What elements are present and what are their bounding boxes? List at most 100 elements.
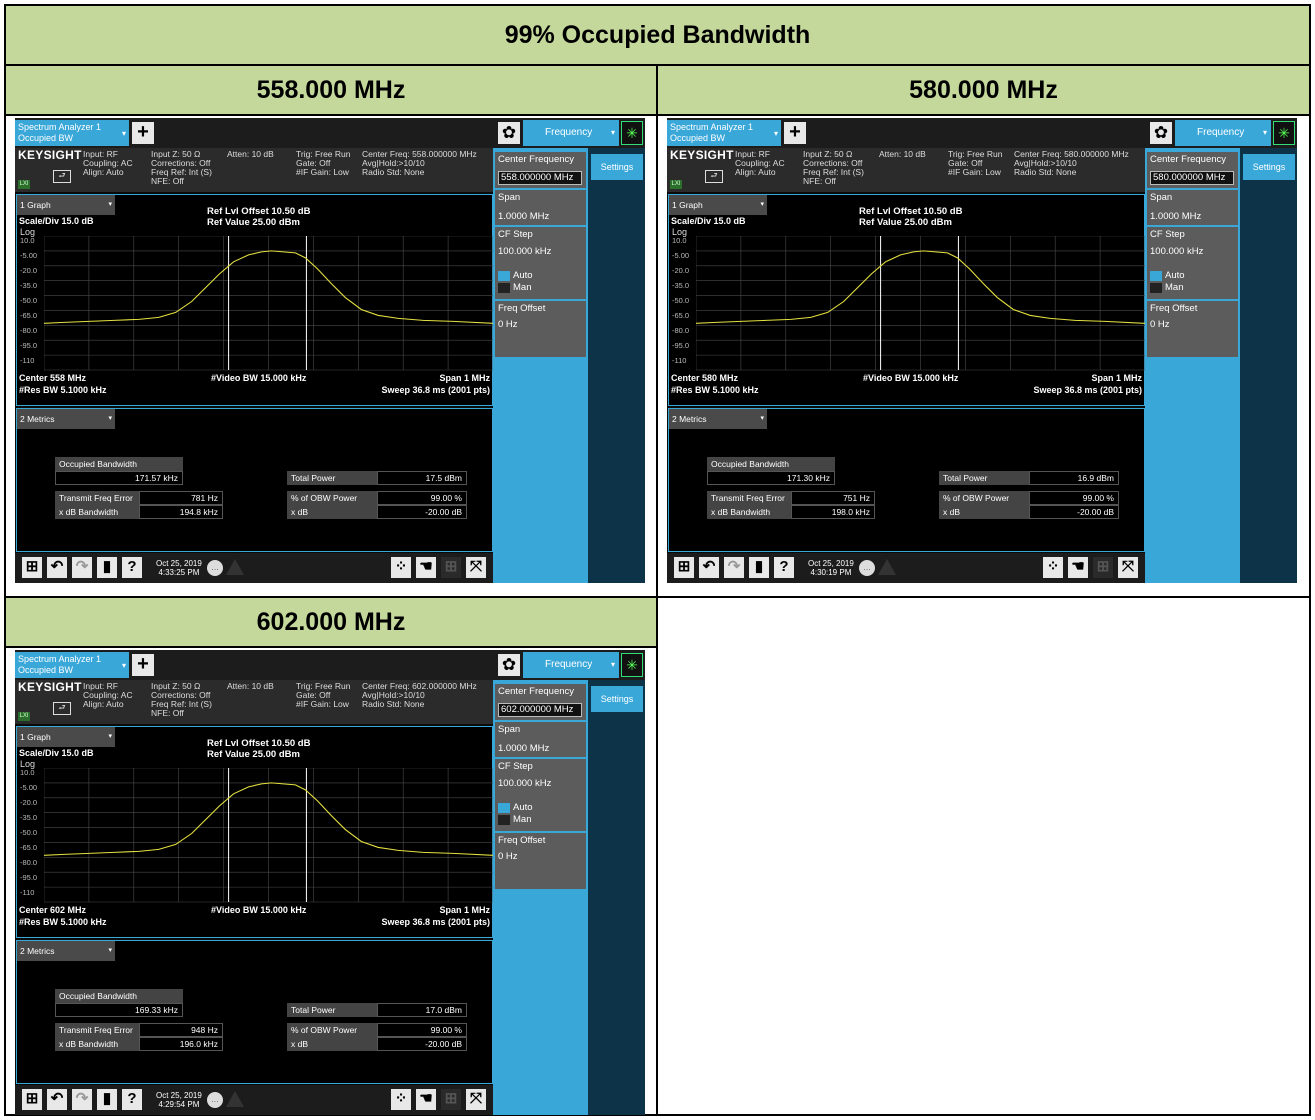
metrics-selector[interactable]: 2 Metrics ▾ (17, 941, 115, 961)
span-softkey[interactable]: Span 1.0000 MHz (495, 190, 586, 225)
keypad-icon[interactable]: ⁘ (391, 1089, 411, 1110)
multi-screen-icon[interactable]: ⊞ (1093, 557, 1113, 578)
y-tick-label: -35.0 (672, 281, 690, 290)
obw-label: Occupied Bandwidth (55, 989, 183, 1003)
freq-offset-softkey[interactable]: Freq Offset 0 Hz (495, 833, 586, 889)
softkey-label: Freq Offset (1150, 303, 1198, 314)
span-label: Span 1 MHz (1091, 373, 1142, 383)
add-screen-button[interactable]: + (784, 122, 806, 144)
ref-value: Ref Value 25.00 dBm (859, 217, 952, 228)
man-label[interactable]: Man (513, 282, 532, 293)
add-screen-button[interactable]: + (132, 654, 154, 676)
measurement-tab[interactable]: Spectrum Analyzer 1 Occupied BW ▾ (15, 652, 129, 678)
gear-icon[interactable]: ✿ (498, 122, 520, 144)
graph-selector[interactable]: 1 Graph ▾ (17, 195, 115, 215)
spectrum-plot[interactable] (696, 236, 1145, 371)
help-icon[interactable]: ? (122, 1089, 142, 1110)
gear-icon[interactable]: ✿ (1150, 122, 1172, 144)
undo-icon[interactable]: ↶ (47, 1089, 67, 1110)
info-atten: Atten: 10 dB (227, 149, 274, 159)
redo-icon[interactable]: ↷ (72, 557, 92, 578)
total-power-value: 17.0 dBm (377, 1003, 467, 1017)
touch-hand-icon[interactable]: ☚ (1068, 557, 1088, 578)
chevron-down-icon: ▾ (773, 129, 778, 138)
metrics-selector[interactable]: 2 Metrics ▾ (17, 409, 115, 429)
redo-icon[interactable]: ↷ (724, 557, 744, 578)
date: Oct 25, 2019 (156, 559, 202, 568)
softkey-label: CF Step (498, 229, 533, 240)
keypad-icon[interactable]: ⁘ (1043, 557, 1063, 578)
fullscreen-icon[interactable]: ⤧ (1118, 557, 1138, 578)
spectrum-plot[interactable] (44, 768, 493, 903)
auto-label[interactable]: Auto (1165, 270, 1185, 281)
center-frequency-field[interactable]: 580.000000 MHz (1150, 171, 1234, 185)
chevron-down-icon: ▾ (121, 129, 126, 138)
graph-selector[interactable]: 1 Graph ▾ (17, 727, 115, 747)
tab-settings[interactable]: Settings (1243, 154, 1295, 180)
metrics-selector[interactable]: 2 Metrics ▾ (669, 409, 767, 429)
metrics-selector-label: 2 Metrics (20, 946, 55, 956)
auto-label[interactable]: Auto (513, 802, 533, 813)
freq-offset-softkey[interactable]: Freq Offset 0 Hz (495, 301, 586, 357)
center-frequency-field[interactable]: 602.000000 MHz (498, 703, 582, 717)
local-control-icon[interactable]: ⮐ (53, 170, 71, 183)
touch-hand-icon[interactable]: ☚ (416, 1089, 436, 1110)
message-bubble-icon[interactable]: … (859, 560, 875, 576)
tab-settings[interactable]: Settings (591, 154, 643, 180)
fullscreen-icon[interactable]: ⤧ (466, 1089, 486, 1110)
heading-580: 580.000 MHz (657, 65, 1310, 115)
message-bubble-icon[interactable]: … (207, 560, 223, 576)
settings-info-bar: KEYSIGHT LXI ⮐ Input: RF Coupling: AC Al… (667, 148, 1145, 192)
man-label[interactable]: Man (1165, 282, 1184, 293)
measurement-tab[interactable]: Spectrum Analyzer 1 Occupied BW ▾ (15, 120, 129, 146)
touch-hand-icon[interactable]: ☚ (416, 557, 436, 578)
windows-icon[interactable]: ⊞ (22, 1089, 42, 1110)
multi-screen-icon[interactable]: ⊞ (441, 1089, 461, 1110)
cf-step-softkey[interactable]: CF Step 100.000 kHz Auto Man (495, 759, 586, 831)
graticule (696, 236, 1145, 371)
y-tick-label: -5.00 (672, 251, 690, 260)
center-frequency-field[interactable]: 558.000000 MHz (498, 171, 582, 185)
help-icon[interactable]: ? (774, 557, 794, 578)
cf-step-softkey[interactable]: CF Step 100.000 kHz Auto Man (1147, 227, 1238, 299)
frequency-menu[interactable]: Frequency ▾ (523, 120, 619, 146)
frequency-menu[interactable]: Frequency ▾ (1175, 120, 1271, 146)
freq-offset-softkey[interactable]: Freq Offset 0 Hz (1147, 301, 1238, 357)
analyzer-screenshot: Spectrum Analyzer 1 Occupied BW ▾ + ✿ Fr… (15, 118, 645, 583)
man-label[interactable]: Man (513, 814, 532, 825)
local-control-icon[interactable]: ⮐ (705, 170, 723, 183)
tab-settings[interactable]: Settings (591, 686, 643, 712)
transmit-freq-error-value: 781 Hz (139, 491, 223, 505)
center-frequency-softkey[interactable]: Center Frequency 580.000000 MHz (1147, 152, 1238, 188)
windows-icon[interactable]: ⊞ (22, 557, 42, 578)
undo-icon[interactable]: ↶ (699, 557, 719, 578)
center-frequency-softkey[interactable]: Center Frequency 558.000000 MHz (495, 152, 586, 188)
windows-icon[interactable]: ⊞ (674, 557, 694, 578)
center-frequency-softkey[interactable]: Center Frequency 602.000000 MHz (495, 684, 586, 720)
multi-screen-icon[interactable]: ⊞ (441, 557, 461, 578)
span-softkey[interactable]: Span 1.0000 MHz (495, 722, 586, 757)
local-control-icon[interactable]: ⮐ (53, 702, 71, 715)
file-icon[interactable]: ▮ (749, 557, 769, 578)
redo-icon[interactable]: ↷ (72, 1089, 92, 1110)
heading-558: 558.000 MHz (5, 65, 657, 115)
keypad-icon[interactable]: ⁘ (391, 557, 411, 578)
transmit-freq-error-label: Transmit Freq Error (55, 491, 139, 505)
help-icon[interactable]: ? (122, 557, 142, 578)
cf-step-softkey[interactable]: CF Step 100.000 kHz Auto Man (495, 227, 586, 299)
frequency-menu-label: Frequency (545, 659, 593, 670)
graph-selector[interactable]: 1 Graph ▾ (669, 195, 767, 215)
file-icon[interactable]: ▮ (97, 557, 117, 578)
add-screen-button[interactable]: + (132, 122, 154, 144)
auto-label[interactable]: Auto (513, 270, 533, 281)
message-bubble-icon[interactable]: … (207, 1092, 223, 1108)
span-softkey[interactable]: Span 1.0000 MHz (1147, 190, 1238, 225)
gear-icon[interactable]: ✿ (498, 654, 520, 676)
spectrum-plot[interactable] (44, 236, 493, 371)
frequency-menu[interactable]: Frequency ▾ (523, 652, 619, 678)
fullscreen-icon[interactable]: ⤧ (466, 557, 486, 578)
file-icon[interactable]: ▮ (97, 1089, 117, 1110)
softkey-tab-strip (588, 680, 645, 1115)
measurement-tab[interactable]: Spectrum Analyzer 1 Occupied BW ▾ (667, 120, 781, 146)
undo-icon[interactable]: ↶ (47, 557, 67, 578)
